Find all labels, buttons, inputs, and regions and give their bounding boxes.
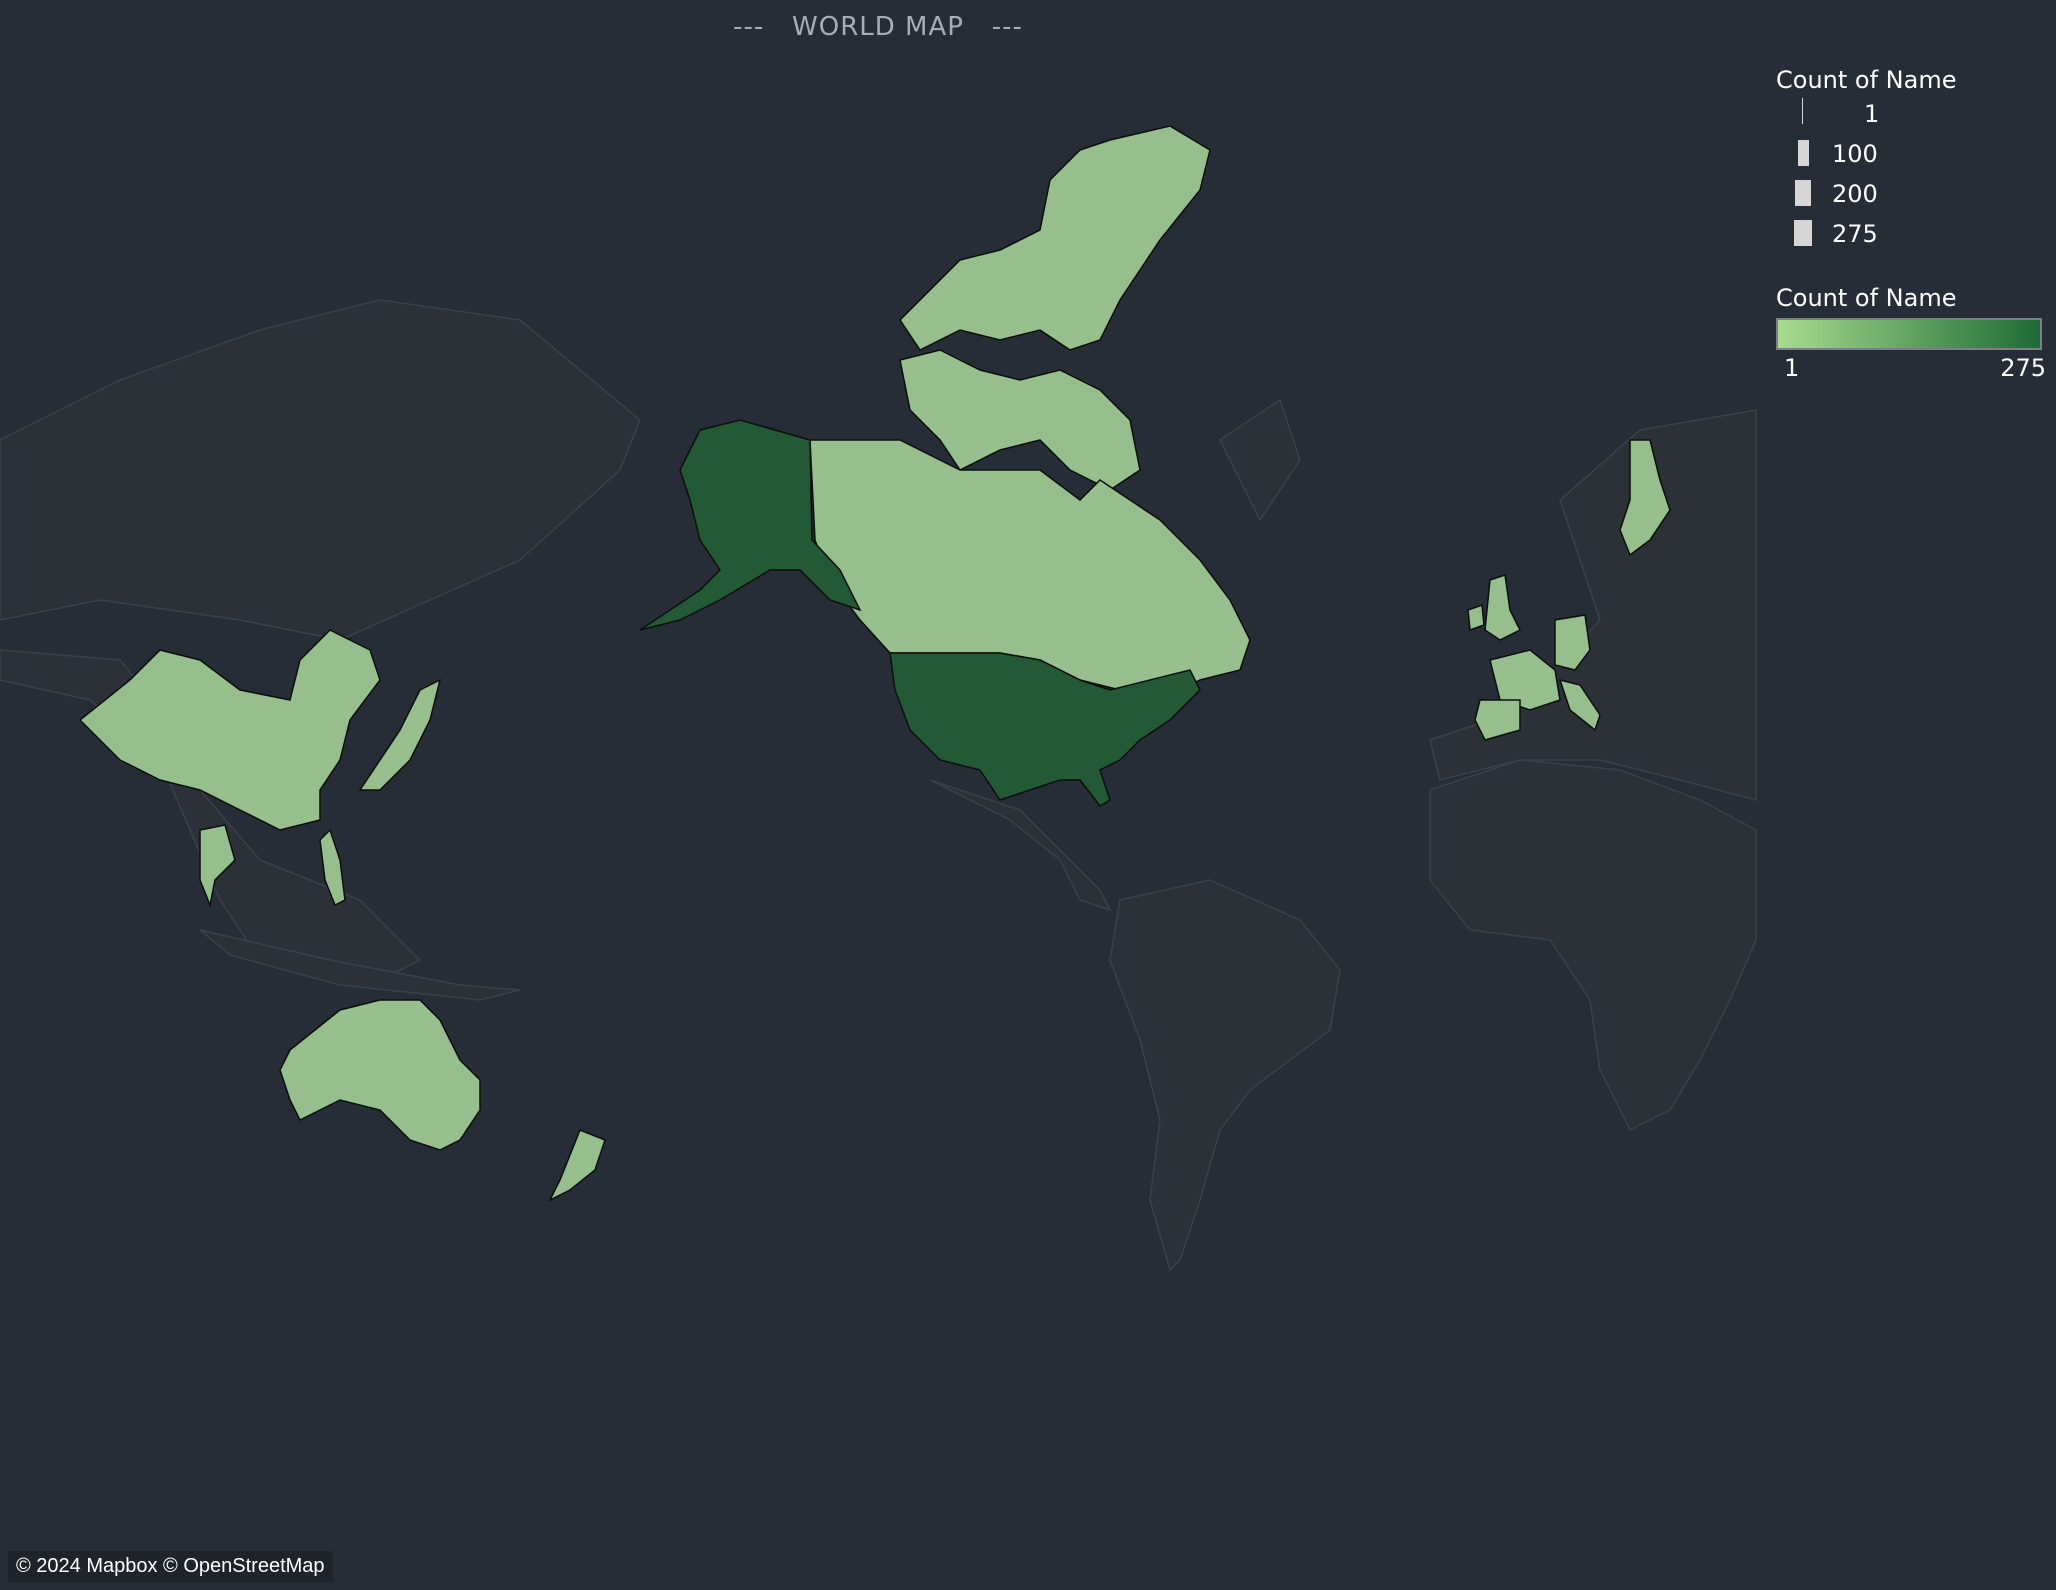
color-legend: Count of Name 1 275: [1776, 284, 2046, 382]
region-australia[interactable]: [279, 999, 481, 1151]
base-land-layer: [0, 299, 1757, 1272]
base-russia: [0, 299, 641, 641]
title-dash-left: ---: [733, 12, 765, 42]
base-africa: [1429, 759, 1757, 1132]
color-min-label: 1: [1784, 354, 1800, 382]
base-indonesia: [199, 929, 521, 1001]
choropleth-layer: [78, 125, 1671, 1202]
base-se-asia: [0, 649, 422, 981]
base-greenland-patch: [1219, 398, 1301, 522]
title-dash-right: ---: [991, 12, 1023, 42]
size-legend-title: Count of Name: [1776, 66, 1957, 94]
region-thailand[interactable]: [199, 824, 236, 908]
region-germany[interactable]: [1554, 614, 1591, 671]
size-label: 275: [1832, 220, 1878, 248]
region-usa[interactable]: [889, 652, 1201, 807]
region-uk[interactable]: [1484, 574, 1522, 641]
size-swatch: [1795, 180, 1811, 206]
color-gradient-bar: [1776, 318, 2042, 350]
region-canada-arctic[interactable]: [899, 125, 1211, 351]
base-europe: [1429, 409, 1757, 801]
color-max-label: 275: [2000, 354, 2046, 382]
size-swatch: [1798, 140, 1809, 166]
size-label: 200: [1832, 180, 1878, 208]
region-ireland[interactable]: [1467, 603, 1485, 632]
region-italy[interactable]: [1558, 678, 1601, 732]
size-legend: Count of Name 1 100 200 275: [1776, 66, 1956, 254]
color-legend-title: Count of Name: [1776, 284, 1957, 312]
region-new-zealand[interactable]: [548, 1129, 606, 1202]
region-philippines[interactable]: [319, 828, 346, 907]
size-legend-item[interactable]: 1: [1776, 94, 1956, 134]
map-title: --- WORLD MAP ---: [0, 12, 1756, 42]
size-legend-item[interactable]: 200: [1776, 174, 1956, 214]
region-alaska[interactable]: [639, 419, 862, 631]
region-spain[interactable]: [1474, 699, 1521, 741]
title-text: WORLD MAP: [792, 12, 964, 42]
region-canada[interactable]: [809, 439, 1251, 701]
map-attribution[interactable]: © 2024 Mapbox © OpenStreetMap: [8, 1551, 333, 1582]
region-china[interactable]: [78, 629, 381, 831]
size-legend-item[interactable]: 100: [1776, 134, 1956, 174]
size-label: 100: [1832, 140, 1878, 168]
base-south-america: [1109, 879, 1341, 1272]
size-swatch: [1794, 220, 1812, 246]
size-label: 1: [1864, 100, 1880, 128]
region-finland[interactable]: [1619, 439, 1671, 557]
region-japan[interactable]: [358, 678, 442, 791]
color-legend-ticks: 1 275: [1776, 350, 2046, 382]
base-central-america: [929, 779, 1112, 912]
size-swatch: [1802, 98, 1803, 124]
size-legend-item[interactable]: 275: [1776, 214, 1956, 254]
region-canada-islands[interactable]: [899, 349, 1141, 491]
